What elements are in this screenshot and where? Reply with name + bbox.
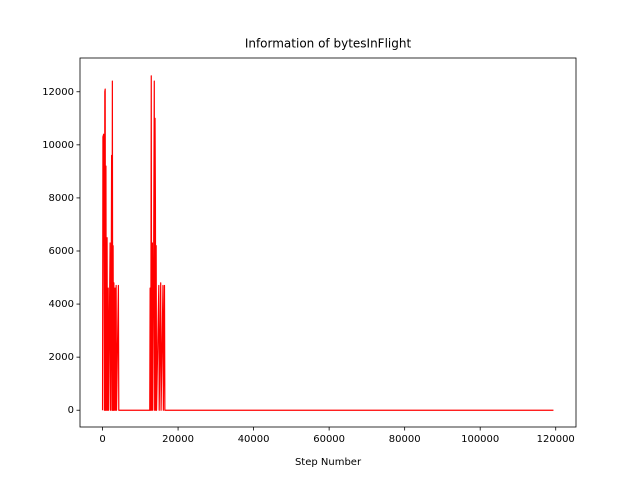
y-tick-label: 12000 bbox=[42, 87, 74, 98]
x-tick-label: 100000 bbox=[461, 434, 499, 445]
x-tick-label: 60000 bbox=[313, 434, 345, 445]
x-tick-label: 0 bbox=[99, 434, 105, 445]
y-tick-label: 4000 bbox=[49, 299, 74, 310]
y-tick-label: 8000 bbox=[49, 193, 74, 204]
y-tick-label: 6000 bbox=[49, 246, 74, 257]
data-line bbox=[101, 75, 554, 411]
x-tick-label: 20000 bbox=[162, 434, 194, 445]
x-tick-label: 80000 bbox=[389, 434, 421, 445]
x-tick-label: 40000 bbox=[238, 434, 270, 445]
y-tick-label: 10000 bbox=[42, 140, 74, 151]
y-tick-label: 2000 bbox=[49, 352, 74, 363]
plot-frame bbox=[79, 57, 577, 428]
x-tick-label: 120000 bbox=[537, 434, 575, 445]
x-axis-label: Step Number bbox=[295, 457, 362, 468]
y-tick-label: 0 bbox=[68, 405, 74, 416]
chart-title: Information of bytesInFlight bbox=[245, 37, 412, 51]
